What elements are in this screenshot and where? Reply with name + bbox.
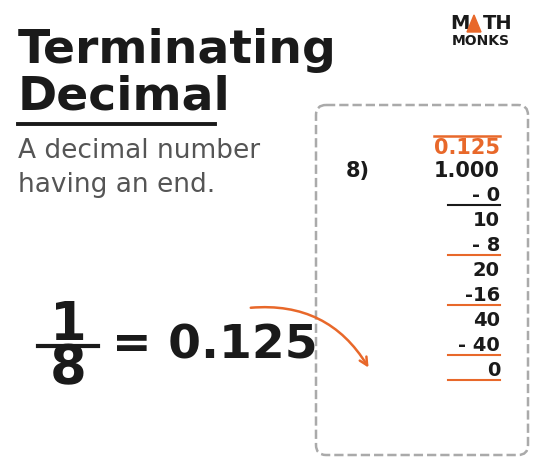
Text: - 8: - 8 [471, 236, 500, 255]
Text: 8: 8 [50, 342, 86, 394]
Text: 0.125: 0.125 [434, 138, 500, 158]
FancyArrowPatch shape [251, 307, 367, 365]
Text: 10: 10 [473, 211, 500, 230]
Text: M: M [450, 14, 469, 33]
Text: TH: TH [483, 14, 512, 33]
Text: = 0.125: = 0.125 [112, 324, 318, 368]
Polygon shape [467, 15, 481, 32]
Text: Decimal: Decimal [18, 74, 231, 119]
Text: 8): 8) [346, 161, 370, 181]
Text: 1.000: 1.000 [434, 161, 500, 181]
Text: 0: 0 [487, 361, 500, 380]
Text: Terminating: Terminating [18, 28, 337, 73]
Text: -16: -16 [465, 286, 500, 305]
Text: MONKS: MONKS [452, 34, 510, 48]
Text: A decimal number
having an end.: A decimal number having an end. [18, 138, 260, 198]
Text: 20: 20 [473, 261, 500, 280]
Text: - 40: - 40 [458, 336, 500, 355]
FancyBboxPatch shape [316, 105, 528, 455]
Text: 40: 40 [473, 311, 500, 330]
Text: 1: 1 [50, 299, 86, 351]
Text: - 0: - 0 [472, 186, 500, 205]
